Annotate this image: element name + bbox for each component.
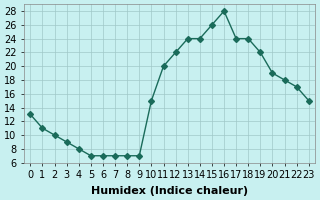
X-axis label: Humidex (Indice chaleur): Humidex (Indice chaleur)	[91, 186, 248, 196]
